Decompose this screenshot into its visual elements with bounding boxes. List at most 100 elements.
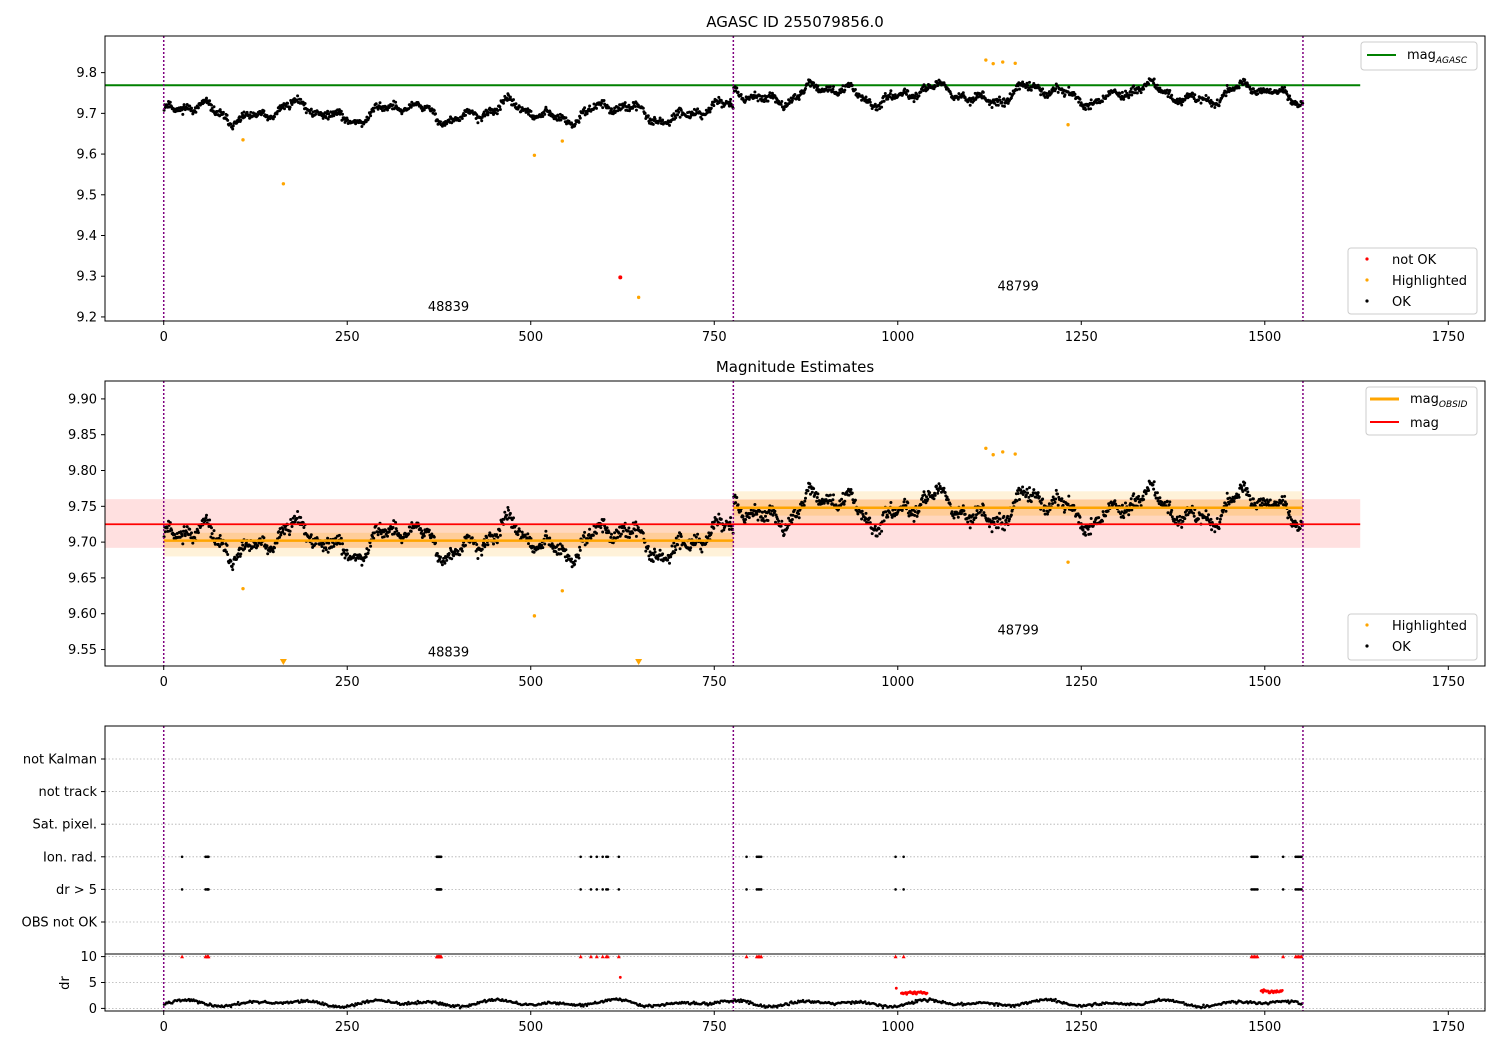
ok-point [1204,509,1208,513]
ok-point [503,510,507,514]
ok-point [586,537,590,541]
ok-point [210,532,214,536]
ok-point [607,106,611,110]
ok-point [460,117,464,120]
dr-point [692,1000,696,1004]
obsid-label: 48839 [428,300,469,315]
ok-point [1120,90,1124,94]
ok-point [961,504,965,508]
ok-point [324,548,328,552]
ok-point [1134,499,1137,503]
ok-point [900,509,904,512]
ok-point [588,527,592,531]
ok-point [727,104,731,108]
ok-point [182,525,186,529]
ok-point [1251,87,1255,91]
ok-point [386,534,389,538]
ok-point [1054,87,1058,91]
flag-point [606,855,610,859]
ok-point [1132,84,1136,88]
flag-label: not Kalman [23,753,97,768]
ok-point [840,87,844,91]
ok-point [420,529,424,533]
ok-point [971,520,975,524]
ok-point [758,94,762,98]
ok-point [244,541,248,545]
ok-point [1016,492,1020,495]
y-tick-label: 9.85 [68,428,97,443]
ok-point [610,107,613,111]
ok-point [749,508,753,512]
ok-point [1209,517,1213,521]
ok-point [551,546,555,550]
ok-point [360,563,364,567]
ok-point [881,513,885,517]
ok-point [262,536,266,540]
ok-point [517,527,521,531]
ok-point [1220,513,1224,517]
ok-point [1036,83,1040,87]
y-tick-label: 9.90 [68,392,97,407]
ok-point [434,541,437,545]
ok-point [981,503,985,507]
ok-point [1152,81,1156,85]
ok-point [1060,497,1064,501]
ok-point [1169,513,1172,516]
ok-point [496,535,500,539]
ok-point [334,536,338,540]
ok-point [1046,510,1050,514]
ok-point [661,552,665,556]
dr-point [881,1006,885,1010]
ok-point [696,532,700,536]
ok-point [903,87,907,91]
ok-point [1027,495,1031,499]
ok-point [556,543,560,547]
ok-point [760,510,764,514]
panel-agasc-x-axis: 0 250 500 750 1000 1250 1500 1750 [160,321,1465,345]
ok-point [669,555,673,559]
ok-point [1037,495,1041,499]
ok-point [1147,489,1151,492]
ok-point [1180,525,1184,529]
ok-point [1136,497,1140,501]
ok-point [440,563,444,567]
ok-point [1051,89,1054,93]
ok-point [281,528,285,531]
ok-point [241,113,245,117]
ok-point [196,531,200,535]
dr-point [578,1002,582,1006]
ok-point [762,100,766,103]
ok-point [860,509,864,513]
ok-point [346,118,349,122]
ok-point [213,542,217,546]
ok-point [782,107,786,111]
ok-point [541,115,545,118]
ok-point [1018,87,1021,91]
ok-point [797,516,801,520]
ok-point [564,548,568,552]
ok-point [221,110,225,114]
ok-point [803,499,807,503]
ok-point [559,118,563,122]
ok-point [1178,514,1182,518]
dr-capped-marker [744,954,749,959]
ok-point [248,544,252,548]
ok-point [345,548,349,552]
ok-point [599,526,603,530]
ok-point [983,513,987,517]
ok-point [409,529,413,533]
dr-capped-marker [594,954,599,959]
ok-point [739,93,743,96]
ok-point [432,535,436,539]
dr-point [585,1004,589,1008]
ok-point [1129,497,1133,501]
clipped-highlighted-marker [279,659,287,665]
ok-point [273,546,276,550]
ok-point [582,535,586,539]
ok-point [327,541,331,545]
ok-point [235,557,238,561]
dr-point [787,1003,791,1007]
ok-point [508,511,512,515]
ok-point [422,534,426,538]
ok-point [1139,504,1143,508]
